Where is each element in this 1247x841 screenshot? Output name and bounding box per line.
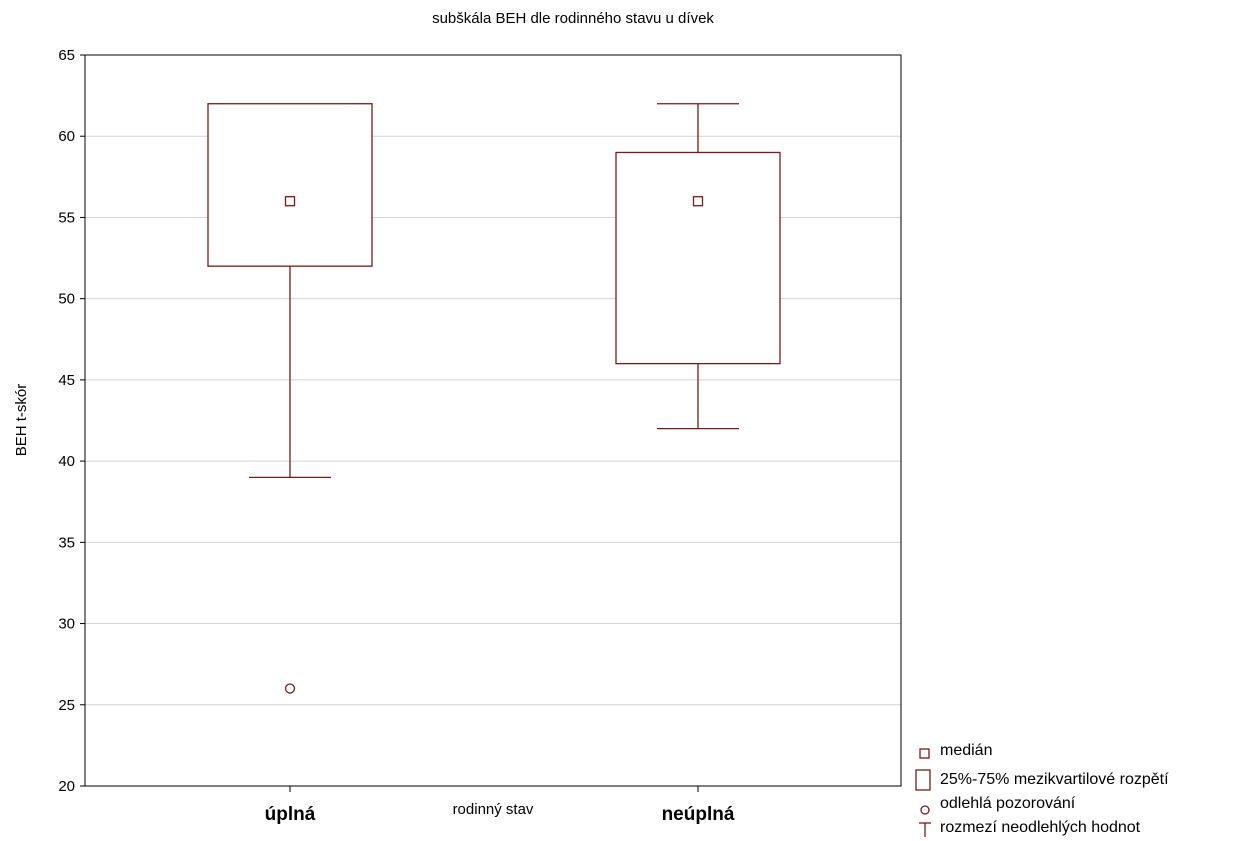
legend-box-label: 25%-75% mezikvartilové rozpětí (940, 771, 1169, 788)
y-tick-label: 55 (58, 209, 75, 226)
legend-whisker-label: rozmezí neodlehlých hodnot (940, 819, 1141, 836)
chart-title: subškála BEH dle rodinného stavu u dívek (432, 10, 714, 27)
iqr-box (207, 103, 373, 267)
legend-box-icon (915, 769, 931, 791)
y-axis: 20 25 30 35 40 45 50 55 60 65 (58, 47, 85, 795)
legend-outlier-icon (920, 805, 930, 815)
y-tick-label: 30 (58, 616, 75, 633)
y-tick-label: 60 (58, 128, 75, 145)
y-tick-label: 50 (58, 291, 75, 308)
outlier-marker (284, 683, 296, 694)
plot-frame (84, 54, 902, 787)
legend-whisker-icon (919, 822, 931, 837)
box-1 (207, 103, 373, 694)
y-tick-label: 45 (58, 372, 75, 389)
median-marker (284, 196, 296, 207)
x-axis: úplná neúplná (265, 786, 735, 825)
box-series (207, 103, 781, 694)
iqr-box (615, 151, 781, 365)
box-2 (615, 103, 781, 430)
y-tick-label: 35 (58, 534, 75, 551)
y-tick-label: 40 (58, 453, 75, 470)
y-tick-label: 25 (58, 697, 75, 714)
median-marker (692, 196, 704, 207)
legend: medián 25%-75% mezikvartilové rozpětí od… (915, 742, 1169, 837)
x-tick-label: úplná (265, 804, 316, 825)
legend-median-label: medián (940, 742, 992, 759)
legend-median-icon (919, 748, 930, 759)
x-axis-label: rodinný stav (453, 801, 534, 818)
legend-outlier-label: odlehlá pozorování (940, 795, 1076, 812)
y-axis-label: BEH t-skór (13, 384, 30, 457)
x-tick-label: neúplná (662, 804, 735, 825)
y-tick-label: 65 (58, 47, 75, 64)
y-tick-label: 20 (58, 778, 75, 795)
